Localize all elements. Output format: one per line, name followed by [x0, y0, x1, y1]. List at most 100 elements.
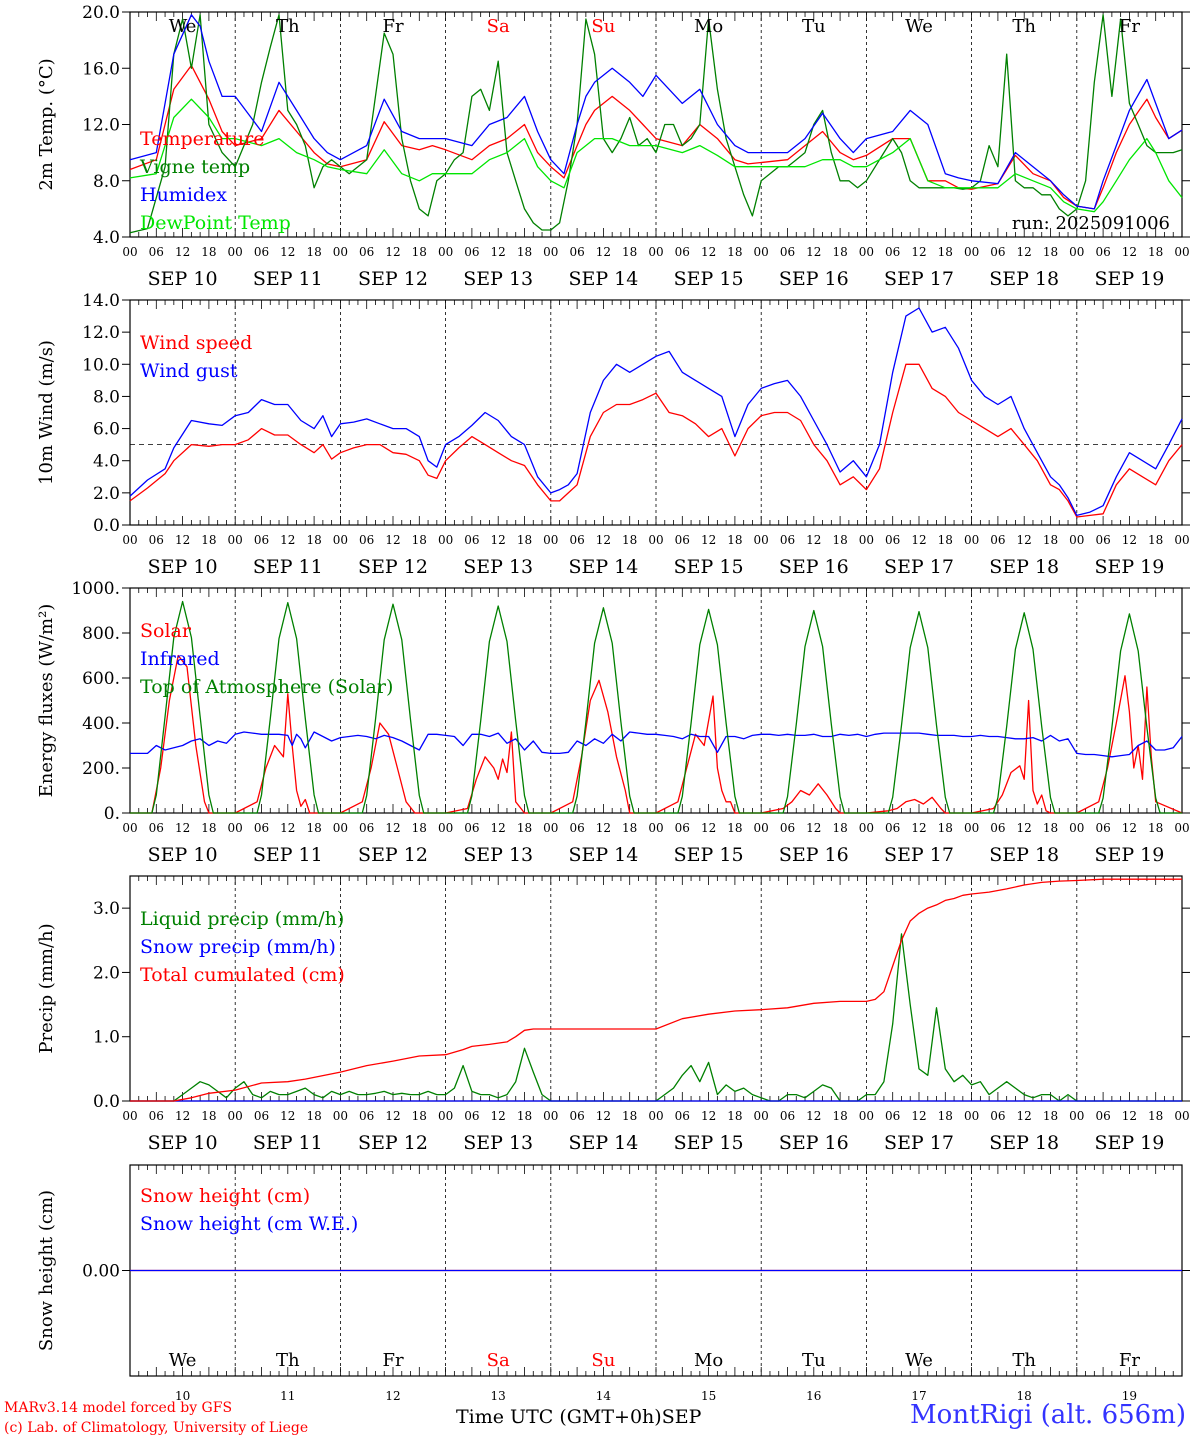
hour-tick-label: 12	[1122, 533, 1137, 547]
hour-tick-label: 06	[990, 1109, 1005, 1123]
y-axis-label: 2m Temp. (°C)	[36, 58, 57, 190]
weekday-label-bottom: Th	[1012, 1350, 1036, 1371]
hour-tick-label: 06	[675, 533, 690, 547]
day-number-label: 15	[701, 1389, 716, 1403]
hour-tick-label: 00	[648, 533, 663, 547]
hour-tick-label: 00	[438, 533, 453, 547]
legend-entry: Wind gust	[140, 360, 238, 382]
hour-tick-label: 12	[596, 821, 611, 835]
series-line-total-cumulated-cm-	[130, 878, 1182, 1102]
hour-tick-label: 00	[438, 245, 453, 259]
date-label: SEP 16	[779, 556, 849, 578]
date-label: SEP 13	[463, 844, 533, 866]
date-label: SEP 11	[253, 556, 323, 578]
legend-entry: Wind speed	[140, 332, 252, 354]
weekday-label: Tu	[802, 16, 826, 37]
hour-tick-label: 06	[464, 1109, 479, 1123]
day-number-label: 10	[175, 1389, 190, 1403]
date-label: SEP 10	[148, 1132, 218, 1154]
hour-tick-label: 06	[359, 821, 374, 835]
hour-tick-label: 18	[201, 821, 216, 835]
hour-tick-label: 18	[517, 821, 532, 835]
x-axis-month: SEP	[661, 1406, 702, 1428]
hour-tick-label: 18	[412, 533, 427, 547]
hour-tick-label: 06	[885, 245, 900, 259]
date-label: SEP 12	[358, 1132, 428, 1154]
hour-tick-label: 06	[885, 533, 900, 547]
hour-tick-label: 00	[543, 821, 558, 835]
day-number-label: 14	[596, 1389, 612, 1403]
hour-tick-label: 12	[1122, 1109, 1137, 1123]
hour-tick-label: 12	[911, 245, 926, 259]
weekday-label: Th	[276, 16, 300, 37]
hour-tick-label: 00	[859, 245, 874, 259]
hour-tick-label: 06	[885, 1109, 900, 1123]
x-axis-title: Time UTC (GMT+0h)SEP	[456, 1406, 701, 1428]
hour-tick-label: 06	[149, 1109, 164, 1123]
date-label: SEP 10	[148, 268, 218, 290]
hour-tick-label: 06	[254, 821, 269, 835]
hour-tick-label: 12	[596, 533, 611, 547]
hour-tick-label: 00	[754, 533, 769, 547]
hour-tick-label: 12	[491, 245, 506, 259]
y-tick-label: 8.0	[93, 387, 120, 407]
x-axis-title-text: Time UTC (GMT+0h)	[456, 1406, 662, 1428]
series-line-wind-gust	[129, 307, 1183, 517]
hour-tick-label: 12	[806, 821, 821, 835]
hour-tick-label: 18	[938, 245, 953, 259]
hour-tick-label: 06	[1095, 821, 1110, 835]
y-axis-label: 10m Wind (m/s)	[36, 340, 57, 485]
hour-tick-label: 12	[1122, 821, 1137, 835]
hour-tick-label: 00	[648, 1109, 663, 1123]
hour-tick-label: 18	[727, 533, 742, 547]
y-axis-label: Energy fluxes (W/m²)	[36, 604, 57, 798]
hour-tick-label: 18	[832, 821, 847, 835]
hour-tick-label: 00	[1174, 533, 1189, 547]
weekday-label-bottom: Tu	[802, 1350, 826, 1371]
hour-tick-label: 18	[622, 1109, 637, 1123]
y-tick-label: 1.0	[93, 1028, 120, 1048]
hour-tick-label: 06	[990, 245, 1005, 259]
date-label: SEP 19	[1094, 1132, 1164, 1154]
hour-tick-label: 00	[964, 1109, 979, 1123]
hour-tick-label: 06	[675, 1109, 690, 1123]
legend-entry: Vigne temp	[139, 156, 250, 178]
hour-tick-label: 12	[806, 1109, 821, 1123]
date-label: SEP 15	[674, 844, 744, 866]
y-tick-label: 800.	[82, 624, 120, 644]
hour-tick-label: 06	[149, 245, 164, 259]
weekday-label: We	[169, 16, 197, 37]
weekday-label-bottom: Fr	[1119, 1350, 1140, 1371]
series-line-wind-speed	[129, 363, 1183, 518]
hour-tick-label: 18	[1148, 1109, 1163, 1123]
legend-entry: DewPoint Temp	[140, 212, 291, 234]
hour-tick-label: 12	[596, 245, 611, 259]
y-tick-label: 600.	[82, 669, 120, 689]
hour-tick-label: 00	[964, 533, 979, 547]
y-tick-label: 4.0	[93, 452, 120, 472]
hour-tick-label: 00	[1069, 533, 1084, 547]
hour-tick-label: 18	[832, 245, 847, 259]
date-label: SEP 17	[884, 1132, 954, 1154]
day-number-label: 12	[385, 1389, 400, 1403]
y-tick-label: 400.	[82, 714, 120, 734]
hour-tick-label: 00	[438, 821, 453, 835]
date-label: SEP 16	[779, 844, 849, 866]
legend-entry: Snow height (cm)	[140, 1185, 310, 1207]
y-tick-label: 20.0	[82, 3, 120, 23]
hour-tick-label: 18	[412, 1109, 427, 1123]
y-tick-label: 12.0	[82, 323, 120, 343]
date-label: SEP 17	[884, 556, 954, 578]
date-label: SEP 12	[358, 844, 428, 866]
hour-tick-label: 00	[543, 533, 558, 547]
hour-tick-label: 06	[254, 245, 269, 259]
hour-tick-label: 12	[806, 245, 821, 259]
y-tick-label: 3.0	[93, 899, 120, 919]
hour-tick-label: 06	[359, 533, 374, 547]
hour-tick-label: 06	[149, 821, 164, 835]
date-label: SEP 19	[1094, 844, 1164, 866]
y-tick-label: 0.	[104, 804, 120, 824]
weekday-label-bottom: Su	[591, 1350, 615, 1371]
y-tick-label: 4.0	[93, 228, 120, 248]
hour-tick-label: 06	[359, 245, 374, 259]
